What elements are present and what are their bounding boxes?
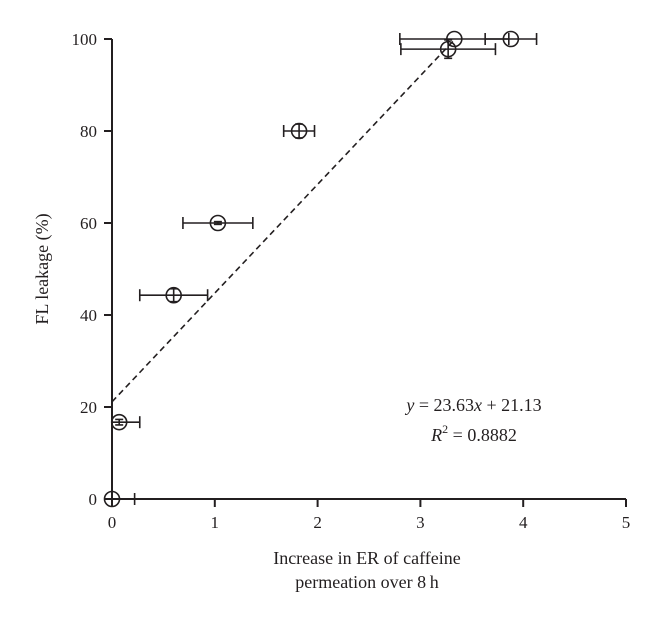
fit-line-group <box>111 39 455 403</box>
data-point <box>446 30 463 48</box>
y-tick-label: 0 <box>89 490 98 509</box>
y-tick-label: 60 <box>80 214 97 233</box>
r-symbol: R <box>430 425 442 445</box>
x-tick-label: 4 <box>519 513 528 532</box>
y-tick-label: 100 <box>72 30 98 49</box>
x-tick-label: 1 <box>211 513 220 532</box>
data-point <box>502 30 520 48</box>
axes <box>111 39 626 500</box>
y-tick-label: 40 <box>80 306 97 325</box>
data-point <box>165 286 182 304</box>
x-axis-title-line1: Increase in ER of caffeine <box>273 548 461 568</box>
fit-line <box>111 39 455 403</box>
data-point <box>103 490 121 508</box>
equation-y: y <box>404 395 414 415</box>
r-squared-value: = 0.8882 <box>448 425 517 445</box>
equation-coef: = 23.63 <box>414 395 474 415</box>
x-tick-label: 3 <box>416 513 425 532</box>
x-tick-label: 0 <box>108 513 117 532</box>
r-squared-text: R2 = 0.8882 <box>430 422 517 445</box>
data-points <box>103 30 520 508</box>
y-tick-label: 20 <box>80 398 97 417</box>
y-axis-title: FL leakage (%) <box>32 213 53 324</box>
fit-equation: y = 23.63x + 21.13 R2 = 0.8882 <box>404 395 541 445</box>
y-tick-label: 80 <box>80 122 97 141</box>
r-superscript: 2 <box>442 422 448 436</box>
data-point <box>110 413 128 431</box>
ticks: 0 1 2 3 4 5 0 20 40 60 80 100 <box>72 30 631 532</box>
x-tick-label: 5 <box>622 513 631 532</box>
data-point <box>439 40 457 58</box>
x-tick-label: 2 <box>313 513 322 532</box>
x-axis-title-line2: permeation over 8 h <box>295 572 439 592</box>
equation-x: x <box>473 395 482 415</box>
data-point <box>290 122 308 140</box>
equation-intercept: + 21.13 <box>482 395 542 415</box>
equation-text: y = 23.63x + 21.13 <box>404 395 541 415</box>
data-point <box>209 214 227 232</box>
